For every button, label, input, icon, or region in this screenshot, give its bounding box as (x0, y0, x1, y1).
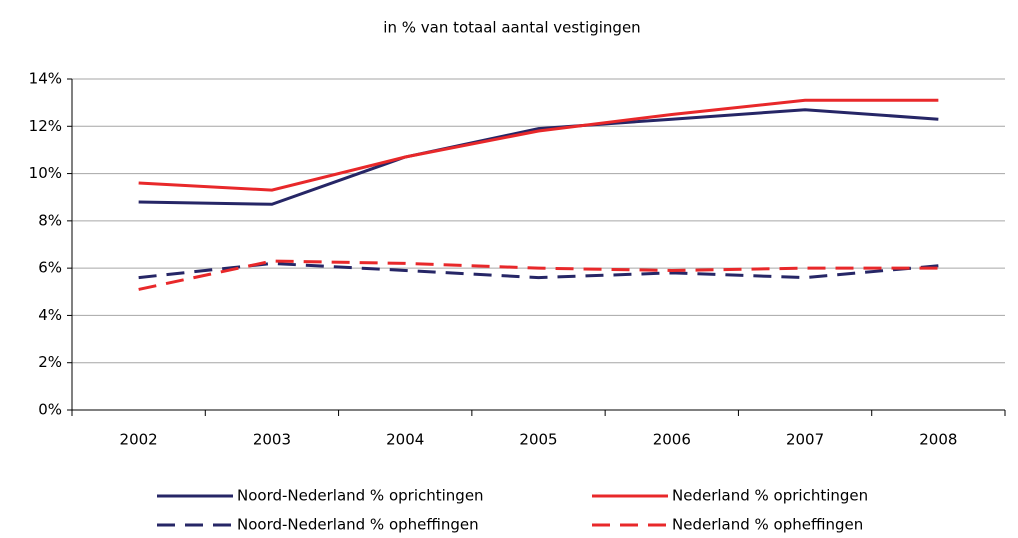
chart-title: in % van totaal aantal vestigingen (383, 19, 640, 37)
y-tick-label: 10% (29, 164, 62, 182)
legend-label: Noord-Nederland % opheffingen (237, 516, 479, 534)
x-tick-label: 2004 (386, 431, 424, 449)
y-tick-label: 0% (38, 401, 62, 419)
x-tick-label: 2002 (120, 431, 158, 449)
y-tick-label: 6% (38, 259, 62, 277)
x-tick-label: 2007 (786, 431, 824, 449)
y-tick-label: 2% (38, 353, 62, 371)
x-tick-label: 2008 (919, 431, 957, 449)
legend-label: Nederland % oprichtingen (672, 487, 868, 505)
legend-label: Noord-Nederland % oprichtingen (237, 487, 484, 505)
x-tick-label: 2005 (519, 431, 557, 449)
legend-label: Nederland % opheffingen (672, 516, 863, 534)
series-line (138, 98, 939, 192)
y-tick-label: 14% (29, 70, 62, 88)
series-line (138, 259, 939, 291)
x-tick-label: 2003 (253, 431, 291, 449)
series-line (138, 261, 939, 280)
x-tick-label: 2006 (653, 431, 691, 449)
y-tick-label: 8% (38, 211, 62, 229)
y-tick-label: 4% (38, 306, 62, 324)
y-tick-label: 12% (29, 117, 62, 135)
series-line (138, 108, 939, 206)
